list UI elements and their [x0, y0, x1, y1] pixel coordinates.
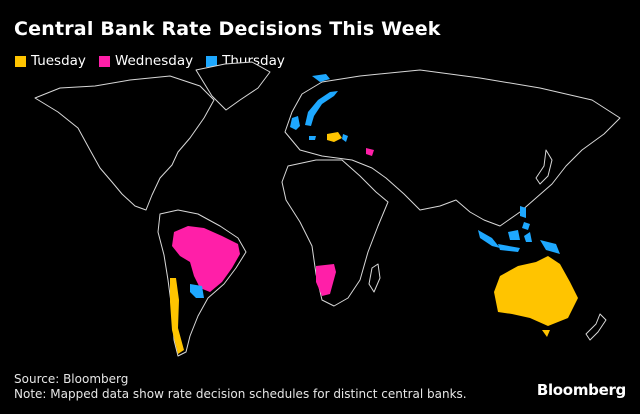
chart-title: Central Bank Rate Decisions This Week	[14, 18, 441, 40]
legend-swatch-wednesday	[98, 55, 110, 67]
region-thursday-moldova	[342, 134, 348, 142]
region-wednesday-armenia	[366, 148, 374, 156]
madagascar	[368, 263, 381, 293]
region-tuesday-australia	[494, 256, 578, 326]
legend-label: Tuesday	[31, 53, 86, 69]
region-wednesday-brazil	[172, 226, 240, 292]
bloomberg-logo: Bloomberg	[536, 381, 626, 399]
region-wednesday-namibia	[316, 264, 336, 296]
north-america	[34, 75, 215, 211]
japan	[535, 149, 553, 185]
source-note: Source: Bloomberg	[14, 372, 129, 386]
greenland	[195, 61, 271, 111]
legend-swatch-thursday	[206, 55, 218, 67]
footnote: Note: Mapped data show rate decision sch…	[14, 387, 467, 401]
legend: Tuesday Wednesday Thursday	[15, 53, 285, 69]
footer: Source: Bloomberg Note: Mapped data show…	[14, 372, 467, 402]
legend-label: Wednesday	[114, 53, 194, 69]
region-thursday-iceland	[312, 74, 330, 82]
region-tuesday-tasmania	[542, 330, 550, 337]
region-tuesday-hungary	[327, 132, 342, 142]
region-thursday-indonesia	[478, 230, 560, 254]
region-thursday-switzerland	[309, 136, 316, 140]
region-thursday-philippines	[520, 206, 530, 230]
legend-item-tuesday: Tuesday	[15, 53, 86, 69]
new-zealand	[585, 313, 607, 341]
region-thursday-norway	[305, 91, 338, 126]
legend-item-wednesday: Wednesday	[98, 53, 194, 69]
region-thursday-uk	[290, 116, 300, 130]
legend-swatch-tuesday	[15, 55, 26, 67]
eurasia	[284, 69, 621, 227]
region-tuesday-chile	[170, 278, 184, 354]
region-thursday-paraguay	[190, 284, 204, 298]
africa	[281, 159, 389, 307]
